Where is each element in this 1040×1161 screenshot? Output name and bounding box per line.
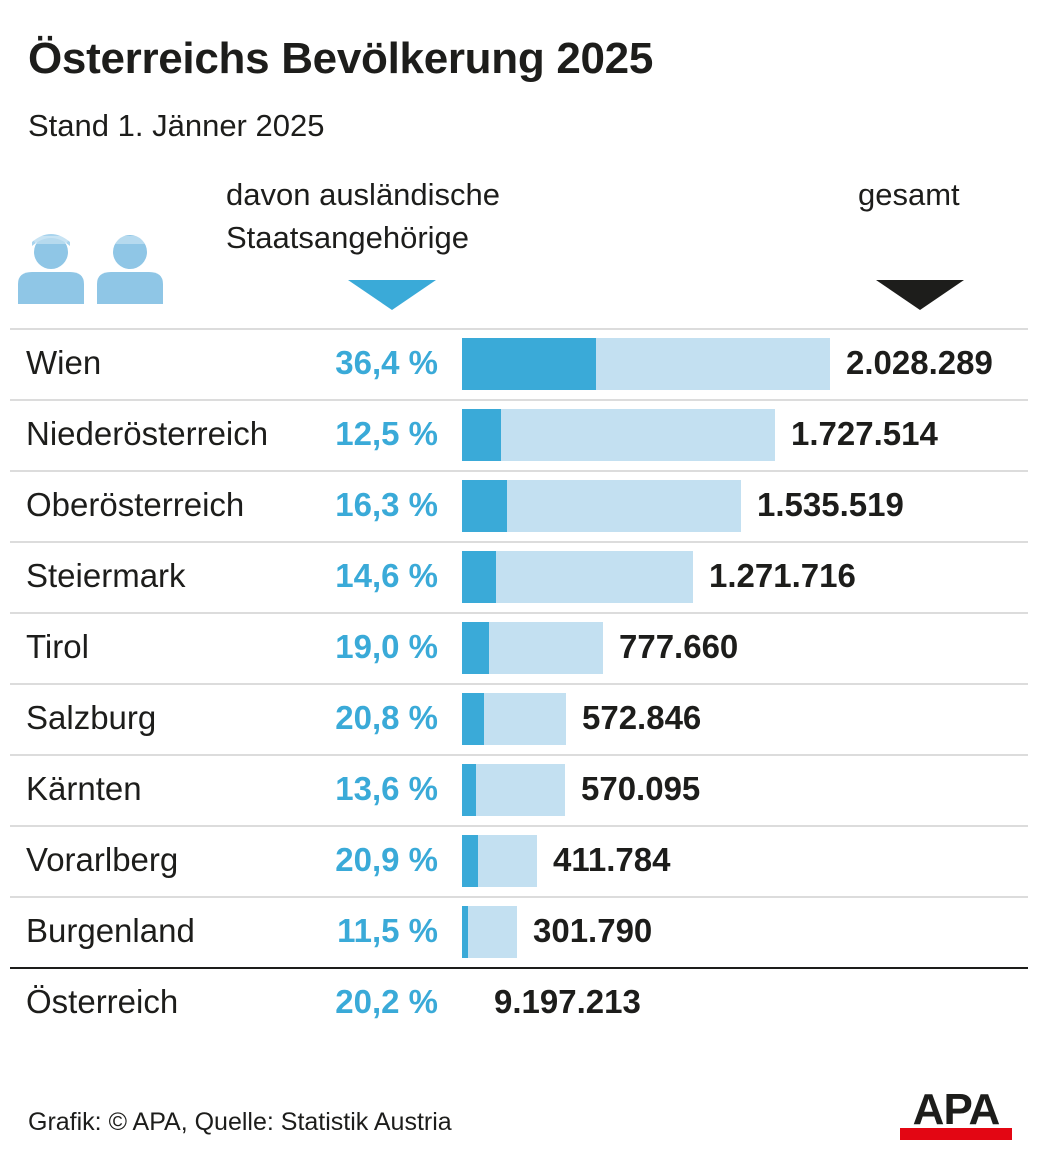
apa-logo-text: APA: [912, 1085, 1001, 1134]
category-label: Burgenland: [26, 912, 195, 949]
bar-foreign: [462, 622, 489, 674]
row-divider: [10, 399, 1028, 401]
bar-foreign: [462, 764, 476, 816]
page-subtitle: Stand 1. Jänner 2025: [28, 108, 325, 143]
foreign-share-label: 36,4 %: [335, 344, 438, 381]
header-foreign: davon ausländische Staatsangehörige: [226, 173, 500, 259]
bar-total: [462, 764, 565, 816]
total-value-label: 570.095: [581, 770, 701, 807]
category-label: Salzburg: [26, 699, 157, 736]
row-divider: [10, 470, 1028, 472]
triangle-down-blue-icon: [348, 280, 436, 310]
foreign-share-label: 20,9 %: [335, 841, 438, 878]
total-value-label: 411.784: [553, 841, 671, 878]
bar-foreign: [462, 906, 468, 958]
category-label: Oberösterreich: [26, 486, 245, 523]
category-label: Wien: [26, 344, 102, 381]
bar-total: [462, 551, 693, 603]
foreign-share-label: 11,5 %: [337, 912, 438, 949]
total-category-label: Österreich: [26, 983, 179, 1020]
foreign-share-label: 13,6 %: [335, 770, 438, 807]
foreign-share-label: 12,5 %: [335, 415, 438, 452]
bar-foreign: [462, 693, 484, 745]
foreign-share-label: 14,6 %: [335, 557, 438, 594]
row-divider: [10, 612, 1028, 614]
header-total: gesamt: [858, 177, 960, 212]
category-label: Steiermark: [26, 557, 186, 594]
bar-total: [462, 409, 775, 461]
total-value-label: 2.028.289: [846, 344, 993, 381]
foreign-share-label: 19,0 %: [335, 628, 438, 665]
bar-foreign: [462, 409, 501, 461]
row-divider: [10, 825, 1028, 827]
bar-foreign: [462, 480, 507, 532]
source-note: Grafik: © APA, Quelle: Statistik Austria: [28, 1108, 452, 1136]
bar-total: [462, 480, 741, 532]
header-foreign-line2: Staatsangehörige: [226, 220, 470, 255]
bar-foreign: [462, 338, 596, 390]
total-value-label: 777.660: [619, 628, 739, 665]
apa-logo-bar: [900, 1128, 1012, 1140]
total-value-label: 572.846: [582, 699, 702, 736]
total-value-label: 1.727.514: [791, 415, 938, 452]
row-divider: [10, 754, 1028, 756]
row-divider: [10, 328, 1028, 330]
total-divider: [10, 967, 1028, 969]
total-value-label: 301.790: [533, 912, 653, 949]
category-label: Tirol: [26, 628, 89, 665]
bar-total: [462, 906, 517, 958]
people-icon: [18, 234, 163, 304]
apa-logo: APA: [900, 1088, 1012, 1140]
total-value-label: 9.197.213: [494, 983, 641, 1020]
row-divider: [10, 896, 1028, 898]
total-value-label: 1.535.519: [757, 486, 904, 523]
bar-foreign: [462, 835, 478, 887]
row-divider: [10, 541, 1028, 543]
header-foreign-line1: davon ausländische: [226, 177, 501, 212]
bar-foreign: [462, 551, 496, 603]
triangle-down-black-icon: [876, 280, 964, 310]
category-label: Niederösterreich: [26, 415, 269, 452]
page-title: Österreichs Bevölkerung 2025: [28, 34, 654, 83]
total-value-label: 1.271.716: [709, 557, 856, 594]
category-label: Vorarlberg: [26, 841, 179, 878]
foreign-share-label: 16,3 %: [335, 486, 438, 523]
foreign-share-label: 20,8 %: [335, 699, 438, 736]
total-share-label: 20,2 %: [335, 983, 438, 1020]
category-label: Kärnten: [26, 770, 142, 807]
row-divider: [10, 683, 1028, 685]
